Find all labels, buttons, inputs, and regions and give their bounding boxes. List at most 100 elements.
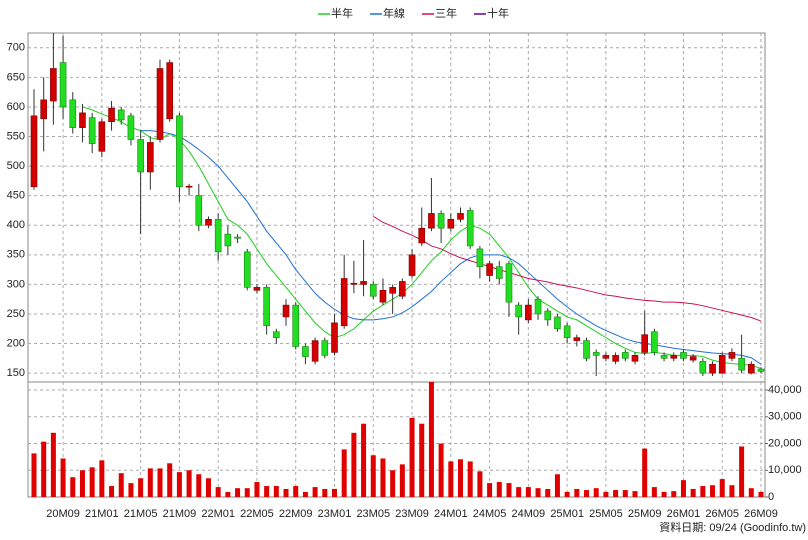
- candle-body: [709, 363, 716, 374]
- volume-bar: [138, 478, 144, 497]
- candle-body: [583, 340, 590, 359]
- y-tick-label: 600: [7, 101, 25, 113]
- volume-bar: [293, 486, 299, 497]
- volume-bar: [60, 458, 66, 497]
- candle-body: [137, 139, 144, 173]
- volume-bar: [613, 490, 619, 497]
- x-tick-label: 23M09: [395, 508, 429, 520]
- candle-body: [243, 251, 251, 288]
- volume-bar: [584, 490, 590, 497]
- x-tick-label: 25M01: [550, 508, 584, 520]
- candle-body: [631, 355, 639, 362]
- candle-body: [428, 213, 435, 229]
- candle-body: [214, 219, 222, 253]
- candle-body: [525, 304, 532, 321]
- volume-bar: [205, 478, 211, 497]
- candle-body: [689, 356, 697, 361]
- candle-body: [486, 263, 493, 276]
- candle-body: [757, 368, 765, 372]
- x-tick-label: 24M01: [434, 508, 468, 520]
- candle-body: [612, 355, 619, 362]
- candle-body: [224, 233, 232, 247]
- volume-bar: [109, 486, 115, 497]
- candle-body: [69, 99, 77, 128]
- volume-bar: [341, 449, 347, 497]
- volume-bar: [128, 483, 134, 497]
- y2-tick-label: 20,000: [768, 437, 802, 449]
- candle-body: [505, 263, 513, 303]
- volume-bar: [409, 417, 415, 497]
- x-tick-label: 26M01: [667, 508, 701, 520]
- candle-body: [147, 142, 154, 173]
- candle-body: [670, 355, 678, 359]
- y-tick-label: 450: [7, 190, 25, 202]
- legend-label: 半年: [331, 6, 353, 20]
- volume-bar: [390, 470, 396, 497]
- candle-body: [292, 304, 300, 347]
- candle-body: [205, 219, 212, 226]
- candle-body: [117, 109, 125, 121]
- candle-body: [602, 355, 610, 359]
- x-tick-label: 21M01: [85, 508, 119, 520]
- candle-body: [379, 290, 387, 303]
- x-tick-label: 22M09: [279, 508, 313, 520]
- volume-bar: [467, 461, 473, 497]
- candle-body: [563, 325, 571, 338]
- candle-body: [282, 304, 290, 318]
- volume-bar: [710, 485, 716, 497]
- candle-body: [30, 115, 38, 188]
- volume-bar: [535, 488, 541, 497]
- candle-body: [331, 322, 338, 353]
- volume-bar: [215, 487, 221, 497]
- candle-body: [534, 298, 542, 315]
- volume-bar: [50, 432, 56, 497]
- ma-line: [373, 215, 762, 322]
- candle-body: [369, 284, 377, 297]
- candle-body: [311, 340, 319, 362]
- x-tick-label: 22M01: [201, 508, 235, 520]
- candle-body: [476, 248, 484, 267]
- volume-bar: [235, 488, 241, 497]
- volume-bar: [642, 448, 648, 497]
- x-tick-label: 23M05: [356, 508, 390, 520]
- candle-body: [156, 68, 164, 140]
- volume-bar: [758, 491, 764, 497]
- volume-bar: [458, 459, 464, 497]
- volume-bar: [564, 491, 570, 497]
- y-tick-label: 500: [7, 160, 25, 172]
- volume-bar: [302, 491, 308, 497]
- x-tick-label: 20M09: [46, 508, 80, 520]
- volume-bar: [41, 441, 47, 497]
- x-tick-label: 23M01: [318, 508, 352, 520]
- volume-bar: [729, 485, 735, 497]
- volume-bar: [739, 446, 745, 497]
- candle-body: [108, 107, 115, 123]
- volume-bar: [157, 468, 163, 497]
- volume-bar: [273, 486, 279, 497]
- source-note: 資料日期: 09/24 (Goodinfo.tw): [659, 520, 806, 534]
- volume-bar: [651, 487, 657, 497]
- candle-body: [699, 360, 707, 374]
- volume-bar: [225, 491, 231, 497]
- candle-body: [253, 287, 261, 291]
- x-tick-label: 26M09: [744, 508, 778, 520]
- candle-body: [127, 115, 135, 140]
- x-tick-label: 25M05: [589, 508, 623, 520]
- candle-body: [515, 304, 522, 318]
- volume-bar: [254, 482, 260, 497]
- candle-body: [748, 363, 755, 374]
- volume-bar: [671, 491, 677, 497]
- volume-bar: [351, 432, 357, 497]
- candle-body: [399, 281, 406, 297]
- candle-body: [50, 68, 57, 102]
- volume-bar: [176, 472, 182, 497]
- volume-bar: [700, 486, 706, 497]
- volume-bar: [283, 488, 289, 497]
- volume-bar: [361, 423, 367, 497]
- y-tick-label: 350: [7, 249, 25, 261]
- volume-bar: [147, 468, 153, 497]
- candle-body: [321, 340, 329, 356]
- volume-bar: [89, 467, 95, 497]
- volume-bar: [380, 458, 386, 497]
- candle-body: [59, 62, 67, 108]
